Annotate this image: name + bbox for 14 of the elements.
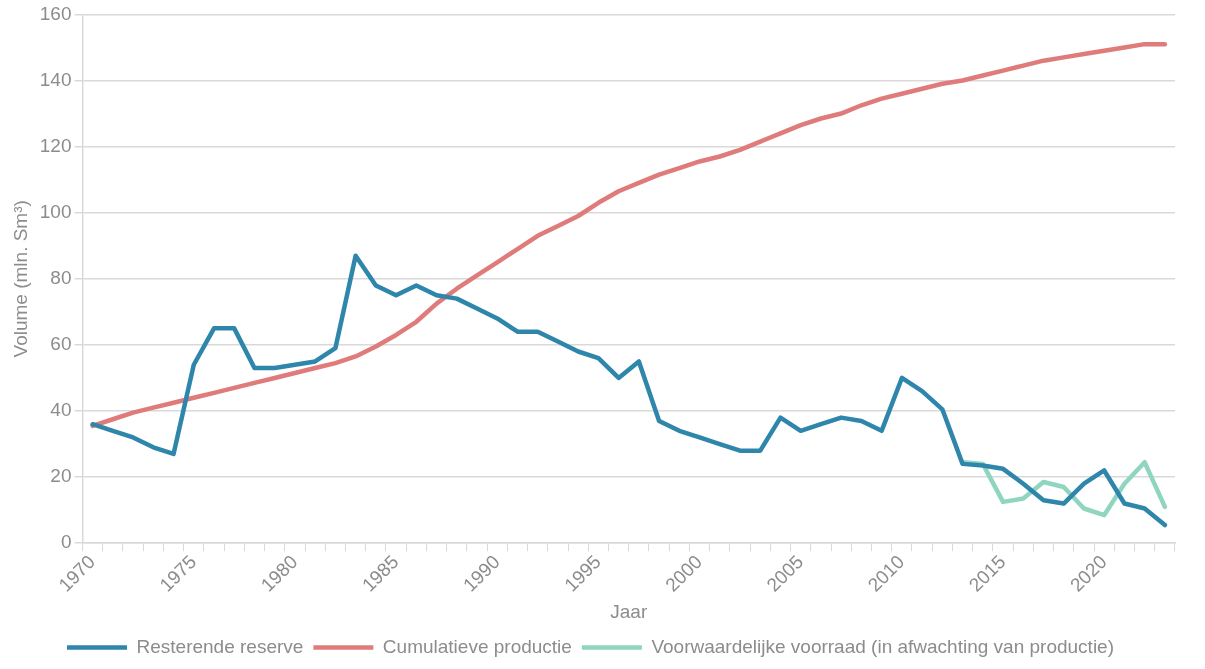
y-tick-label: 140 [39,68,72,90]
y-tick-label: 80 [50,267,72,289]
y-tick-label: 120 [39,134,72,156]
legend-label: Cumulatieve productie [382,635,572,657]
y-tick-label: 160 [39,2,72,24]
y-tick-label: 100 [39,200,72,222]
y-axis-title: Volume (mln. Sm³) [9,200,31,358]
y-tick-label: 0 [60,531,72,553]
y-tick-label: 60 [50,333,72,355]
x-axis-title: Jaar [610,600,648,622]
legend-label: Resterende reserve [136,635,304,657]
y-tick-label: 40 [50,399,72,421]
legend-label: Voorwaardelijke voorraad (in afwachting van productie) [651,635,1114,657]
y-tick-label: 20 [50,465,72,487]
